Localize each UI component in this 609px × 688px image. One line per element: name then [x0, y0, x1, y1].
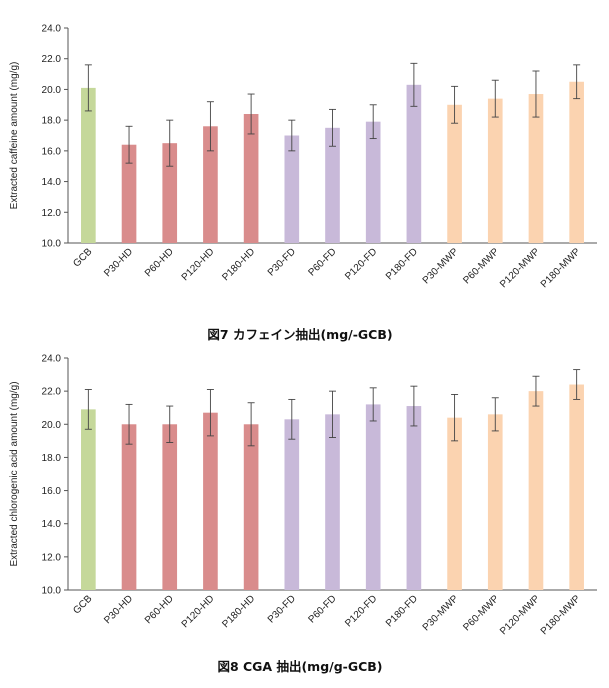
caffeine-x-tick-label: P30-HD: [102, 246, 135, 279]
caffeine-bar: [487, 98, 503, 244]
caffeine-y-tick-label: 12.0: [42, 208, 62, 219]
cga-bar: [487, 414, 503, 590]
caffeine-x-tick-label: P60-MWP: [461, 246, 501, 286]
cga-x-tick-label: P60-HD: [143, 593, 176, 626]
cga-bar: [81, 409, 96, 590]
cga-x-tick-label: P30-MWP: [421, 593, 461, 633]
caffeine-y-tick-label: 14.0: [42, 177, 62, 188]
cga-x-tick-label: P120-MWP: [498, 593, 542, 637]
caffeine-bar: [284, 135, 300, 243]
caffeine-bar: [365, 121, 381, 243]
caffeine-x-tick-label: P180-FD: [384, 246, 420, 282]
cga-y-tick-label: 22.0: [42, 387, 62, 398]
caffeine-bar: [528, 94, 544, 244]
caffeine-bar: [569, 81, 584, 243]
cga-bar: [203, 412, 218, 590]
cga-y-tick-label: 12.0: [42, 552, 62, 563]
cga-bar: [365, 404, 381, 590]
cga-y-tick-label: 16.0: [42, 486, 62, 497]
caffeine-x-tick-label: P120-MWP: [498, 246, 542, 290]
cga-chart-caption: 図8 CGA 抽出(mg/g-GCB): [217, 659, 382, 674]
caffeine-y-axis-title: Extracted caffeine amount (mg/g): [9, 62, 20, 210]
cga-x-tick-label: P30-HD: [102, 593, 135, 626]
cga-bar: [406, 406, 422, 590]
cga-y-tick-label: 20.0: [42, 420, 62, 431]
caffeine-y-tick-label: 20.0: [42, 85, 62, 96]
caffeine-x-tick-label: GCB: [71, 246, 94, 269]
cga-y-tick-label: 10.0: [42, 586, 62, 597]
caffeine-y-tick-label: 10.0: [42, 239, 62, 250]
cga-bar: [243, 424, 259, 590]
cga-bar: [121, 424, 137, 590]
cga-chart: 10.0 12.0 14.0 16.0 18.0 20.0 22.0 24.0 Extracte…: [9, 354, 597, 637]
caffeine-chart-caption: 図7 カフェイン抽出(mg/-GCB): [207, 327, 392, 342]
cga-bar: [325, 414, 340, 590]
caffeine-x-tick-label: P30-FD: [266, 246, 298, 278]
cga-x-tick-label: P60-MWP: [461, 593, 501, 633]
cga-x-tick-label: P180-HD: [220, 593, 257, 630]
caffeine-bar: [81, 87, 96, 244]
caffeine-x-tick-label: P120-HD: [180, 246, 217, 283]
caffeine-chart: 10.0 12.0 14.0 16.0 18.0 20.0 22.0 24.0 Extracte…: [9, 24, 597, 290]
caffeine-bar: [243, 114, 259, 243]
cga-y-tick-label: 18.0: [42, 453, 62, 464]
caffeine-y-tick-label: 16.0: [42, 146, 62, 157]
cga-bar: [569, 384, 584, 590]
caffeine-x-tick-label: P180-MWP: [539, 246, 583, 290]
caffeine-x-tick-label: P30-MWP: [421, 246, 461, 286]
cga-bar: [284, 419, 300, 590]
cga-x-tick-label: GCB: [71, 593, 94, 616]
cga-x-tick-label: P60-FD: [306, 593, 338, 625]
caffeine-y-tick-label: 24.0: [42, 24, 62, 35]
cga-x-tick-label: P30-FD: [266, 593, 298, 625]
caffeine-x-tick-label: P120-FD: [343, 246, 379, 282]
caffeine-bar: [121, 144, 137, 243]
caffeine-y-tick-label: 22.0: [42, 54, 62, 65]
cga-bar: [162, 424, 178, 590]
cga-y-axis-title: Extracted chlorogenic acid amount (mg/g): [9, 381, 20, 566]
cga-x-tick-label: P120-FD: [343, 593, 379, 629]
cga-x-tick-label: P180-FD: [384, 593, 420, 629]
cga-y-tick-label: 14.0: [42, 519, 62, 530]
caffeine-bar: [447, 104, 462, 244]
cga-x-tick-label: P180-MWP: [539, 593, 583, 637]
caffeine-x-tick-label: P60-FD: [306, 246, 338, 278]
caffeine-x-tick-label: P60-HD: [143, 246, 176, 279]
caffeine-y-tick-label: 18.0: [42, 116, 62, 127]
caffeine-x-tick-label: P180-HD: [220, 246, 257, 283]
cga-x-tick-label: P120-HD: [180, 593, 217, 630]
caffeine-bar: [203, 126, 218, 243]
cga-bar: [528, 391, 544, 590]
cga-y-tick-label: 24.0: [42, 354, 62, 365]
caffeine-bar: [406, 84, 422, 243]
caffeine-bar: [325, 127, 340, 243]
cga-bar: [447, 417, 462, 590]
caffeine-bar: [162, 143, 178, 243]
